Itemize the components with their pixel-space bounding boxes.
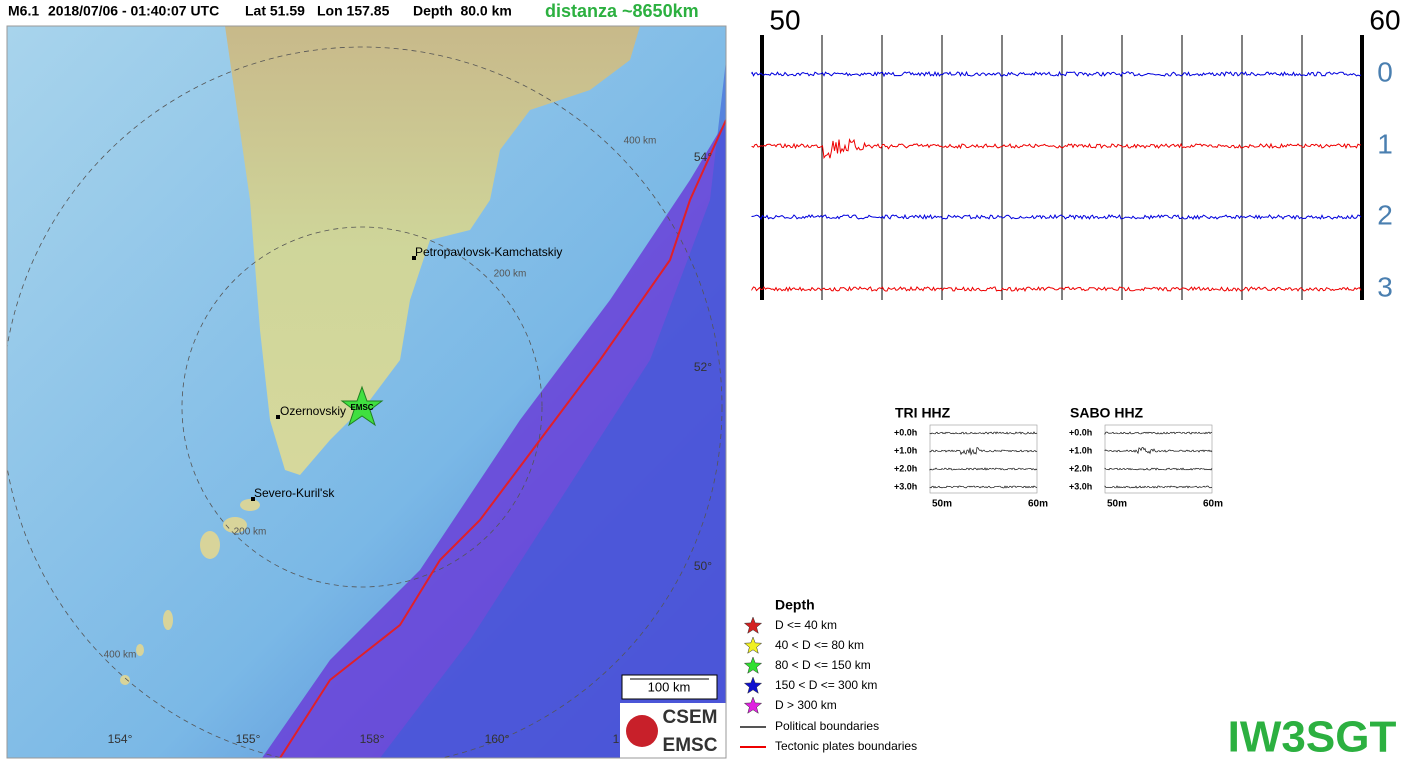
helicorder-row-label: +1.0h [894,445,917,455]
helicorder-trace [1104,485,1213,489]
city-dot [412,256,416,260]
city-dot [251,497,255,501]
map-label: Ozernovskiy [280,404,346,418]
legend-item: 150 < D <= 300 km [775,678,877,692]
lat-label: 52° [694,360,712,374]
channel-label: 1 [1377,128,1393,159]
header: M6.1 2018/07/06 - 01:40:07 UTC Lat 51.59… [8,1,699,21]
city-dot [276,415,280,419]
helicorder-title: SABO HHZ [1070,405,1144,421]
legend-star [743,636,763,654]
event-marker: EMSC [350,403,373,412]
helicorder-row-label: +3.0h [1069,481,1092,491]
scale-label: 100 km [648,679,691,694]
legend-star [743,616,763,634]
helicorder-trace [929,447,1038,456]
lat-label: 50° [694,559,712,573]
lon: Lon 157.85 [317,3,390,19]
distance: distanza ~8650km [545,1,699,21]
lat: Lat 51.59 [245,3,305,19]
callsign: IW3SGT [1228,713,1397,762]
map-label: 400 km [104,650,137,661]
helicorder-axis: 60m [1203,499,1223,510]
time-end: 60 [1369,4,1400,35]
helicorder-trace [929,431,1038,435]
legend-line-label: Political boundaries [775,719,879,733]
land [225,26,640,475]
map-label: Petropavlovsk-Kamchatskiy [415,245,562,259]
legend-star [743,656,763,674]
helicorder-trace [1104,446,1213,455]
magnitude: M6.1 [8,3,39,19]
helicorder-title: TRI HHZ [895,405,951,421]
helicorder-trace [1104,431,1213,436]
lon-label: 154° [108,732,133,746]
event-star [340,385,384,427]
map-label: Severo-Kuril'sk [254,486,335,500]
map-label: 400 km [624,136,657,147]
time-start: 50 [769,4,800,35]
islands [120,499,260,685]
map: EMSC 100 km CSEM EMSC [7,26,726,758]
datetime: 2018/07/06 - 01:40:07 UTC [48,3,219,19]
helicorder-row-label: +2.0h [894,463,917,473]
map-label: 200 km [494,269,527,280]
legend-item: 40 < D <= 80 km [775,638,864,652]
lon-label: 158° [360,732,385,746]
legend-item: D <= 40 km [775,618,837,632]
channel-label: 2 [1377,199,1393,230]
helicorder-row-label: +3.0h [894,481,917,491]
helicorder-row-label: +0.0h [1069,427,1092,437]
plate-boundary [279,119,726,758]
depth: Depth 80.0 km [413,3,512,19]
map-frame [6,25,727,759]
lon-label: 160° [485,732,510,746]
helicorder-trace [929,467,1038,471]
helicorder-frame [929,424,1038,494]
lon-label: 155° [236,732,261,746]
lat-label: 54° [694,150,712,164]
range-circle [7,46,723,758]
logo-icon [626,715,658,747]
legend-line-label: Tectonic plates boundaries [775,739,917,753]
helicorder-frame [1104,424,1213,494]
channel-label: 0 [1377,56,1393,87]
trace [751,213,1362,221]
helicorder-axis: 50m [932,499,952,510]
helicorder-row-label: +1.0h [1069,445,1092,455]
lon-label: 1 [613,732,620,746]
helicorder-row-label: +2.0h [1069,463,1092,473]
trace [751,285,1362,293]
helicorder-axis: 50m [1107,499,1127,510]
legend-item: 80 < D <= 150 km [775,658,871,672]
legend-star [743,696,763,714]
helicorder-trace [929,485,1038,489]
legend-star [743,676,763,694]
legend-item: D > 300 km [775,698,837,712]
helicorder-row-label: +0.0h [894,427,917,437]
helicorder-trace [1104,467,1213,471]
legend-title: Depth [775,597,815,613]
map-label: 200 km [234,527,267,538]
logo-text: EMSC [663,735,718,756]
logo-text: CSEM [663,707,718,728]
deep-sea [380,60,726,758]
helicorder-axis: 60m [1028,499,1048,510]
range-circle [181,226,543,588]
trace [751,137,1362,159]
trace [751,70,1362,78]
channel-label: 3 [1377,271,1393,302]
